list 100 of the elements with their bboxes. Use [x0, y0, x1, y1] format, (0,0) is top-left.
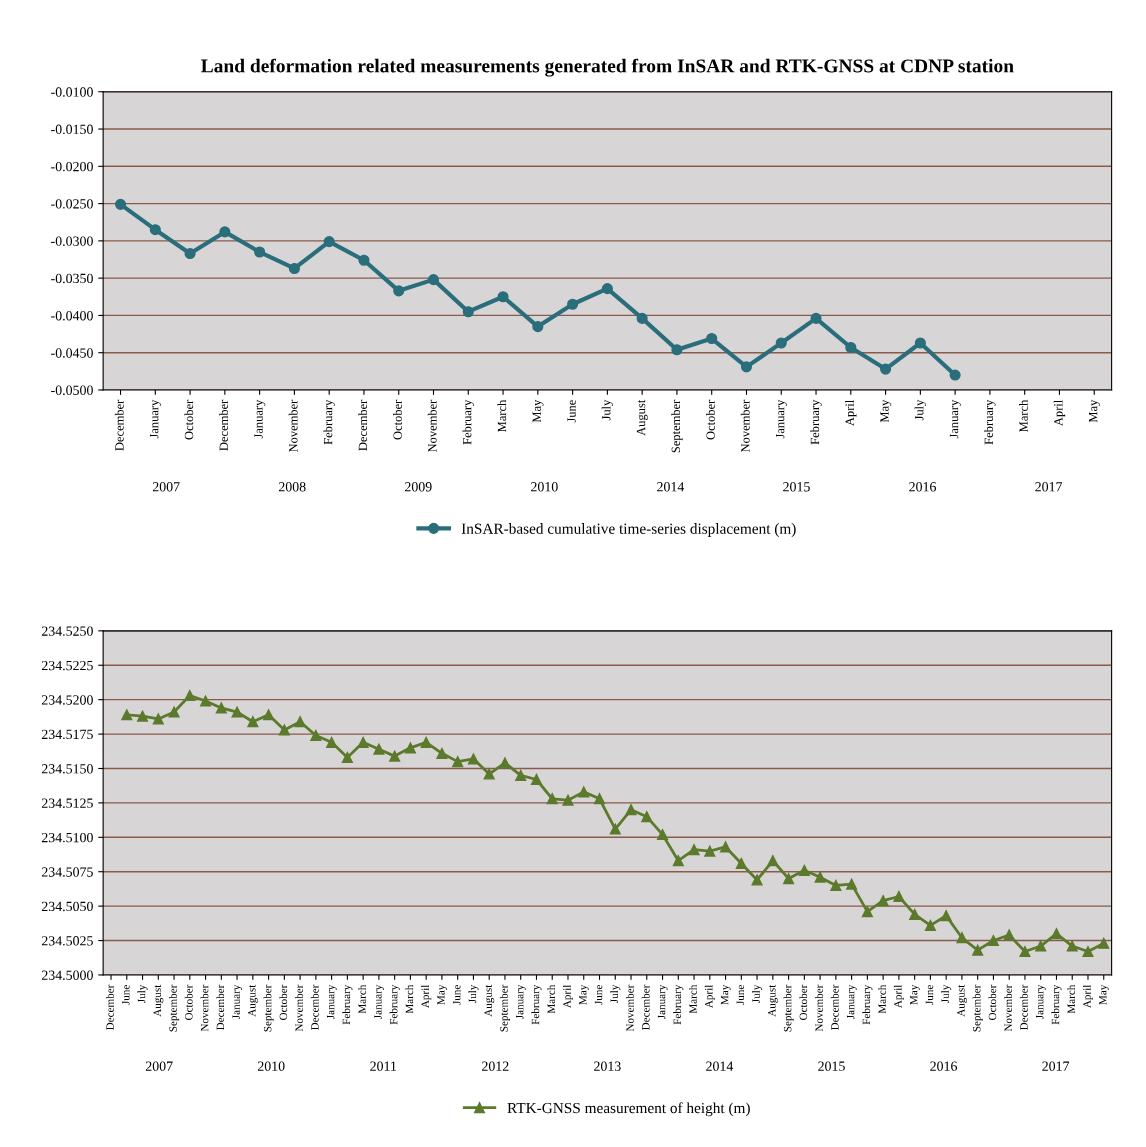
- x-tick-label: October: [184, 984, 193, 1020]
- point: [219, 226, 231, 238]
- y-tick-label: 234.5250: [41, 626, 93, 636]
- x-tick-label: January: [232, 984, 243, 1019]
- x-tick-label: November: [815, 984, 823, 1032]
- x-tick-label: May: [437, 984, 447, 1005]
- x-tick-label: November: [288, 399, 298, 453]
- text: 2010: [531, 482, 558, 492]
- point: [254, 246, 266, 258]
- y-tick-label: -0.0300: [51, 236, 93, 246]
- x-tick-label: January: [150, 399, 161, 439]
- text: 2017: [1035, 482, 1063, 492]
- point: [775, 337, 787, 349]
- y-tick-label: -0.0400: [51, 311, 93, 321]
- x-tick-label: March: [405, 984, 414, 1014]
- point: [497, 291, 509, 303]
- text: 2008: [278, 482, 306, 492]
- x-tick-label: April: [704, 984, 715, 1009]
- x-tick-label: April: [421, 984, 432, 1009]
- x-tick-label: April: [1082, 984, 1094, 1009]
- x-tick-label: July: [752, 984, 763, 1003]
- x-tick-label: October: [799, 984, 808, 1020]
- x-tick-label: January: [949, 399, 961, 439]
- text: 2015: [783, 482, 810, 492]
- x-tick-label: December: [114, 399, 124, 451]
- x-tick-label: March: [689, 984, 697, 1014]
- x-tick-label: April: [1053, 399, 1066, 426]
- y-tick-label: 234.5000: [41, 970, 93, 980]
- point: [914, 337, 926, 349]
- x-tick-label: March: [497, 399, 507, 432]
- text: 2016: [909, 482, 936, 492]
- x-tick-label: April: [845, 399, 857, 426]
- x-tick-label: March: [878, 984, 886, 1014]
- x-tick-label: February: [810, 399, 822, 445]
- point: [114, 198, 127, 210]
- y-tick-label: 234.5200: [41, 695, 93, 705]
- x-tick-label: December: [641, 984, 650, 1030]
- x-tick-label: March: [547, 984, 556, 1014]
- point: [462, 306, 474, 318]
- x-tick-label: February: [984, 399, 996, 445]
- x-tick-label: October: [393, 399, 402, 440]
- text: 2012: [482, 1061, 509, 1071]
- x-tick-label: April: [893, 984, 904, 1009]
- x-tick-label: October: [988, 984, 997, 1020]
- text: 2014: [706, 1061, 734, 1071]
- y-tick-label: 234.5100: [41, 832, 93, 843]
- x-tick-label: December: [310, 984, 319, 1030]
- x-tick-label: September: [783, 984, 794, 1032]
- x-tick-label: July: [941, 984, 952, 1003]
- chart-title: Land deformation related measurements generated from InSAR and RTK-GNSS at CDNP station: [201, 58, 1014, 77]
- y-tick-label: 234.5175: [41, 729, 93, 740]
- x-tick-label: January: [254, 399, 266, 439]
- x-tick-label: December: [1019, 984, 1028, 1030]
- x-tick-label: July: [468, 984, 479, 1003]
- x-tick-label: August: [248, 984, 258, 1017]
- x-tick-label: November: [427, 399, 437, 453]
- point: [636, 312, 648, 324]
- point: [567, 298, 579, 310]
- point: [358, 254, 370, 266]
- x-tick-label: November: [200, 984, 209, 1032]
- text: 2011: [370, 1061, 397, 1071]
- x-tick-label: March: [358, 984, 366, 1014]
- x-tick-label: August: [636, 399, 648, 436]
- point: [810, 312, 822, 324]
- point: [601, 283, 613, 295]
- x-tick-label: June: [594, 985, 603, 1005]
- x-tick-label: May: [910, 984, 920, 1005]
- x-tick-label: October: [184, 399, 194, 440]
- text: 2017: [1042, 1061, 1070, 1071]
- x-tick-label: February: [1051, 984, 1062, 1025]
- x-tick-label: February: [389, 984, 400, 1025]
- x-tick-label: November: [1004, 984, 1012, 1032]
- point: [706, 332, 718, 345]
- text: 2007: [145, 1061, 173, 1071]
- y-tick-label: -0.0350: [51, 273, 93, 284]
- x-tick-label: January: [657, 984, 668, 1019]
- x-tick-label: May: [1099, 984, 1109, 1005]
- x-tick-label: August: [484, 984, 495, 1017]
- x-tick-label: September: [169, 984, 180, 1032]
- text: 2016: [930, 1061, 958, 1071]
- x-tick-label: January: [776, 399, 787, 439]
- x-tick-label: May: [532, 399, 544, 423]
- x-tick-label: December: [105, 984, 114, 1030]
- text: 2007: [152, 482, 180, 492]
- x-tick-label: September: [671, 399, 683, 453]
- y-tick-label: -0.0250: [51, 199, 93, 209]
- x-tick-label: October: [706, 399, 715, 440]
- x-tick-label: August: [768, 984, 778, 1017]
- point: [427, 274, 440, 286]
- point: [288, 262, 300, 275]
- x-tick-label: May: [1089, 399, 1100, 423]
- x-tick-label: January: [374, 984, 384, 1019]
- y-tick-label: 234.5150: [41, 764, 93, 774]
- y-tick-label: 234.5050: [41, 901, 93, 912]
- point: [184, 247, 196, 260]
- x-tick-label: November: [295, 984, 303, 1032]
- x-tick-label: January: [516, 984, 526, 1019]
- x-tick-label: December: [830, 984, 839, 1030]
- y-tick-label: -0.0500: [51, 385, 93, 395]
- x-tick-label: June: [453, 985, 461, 1005]
